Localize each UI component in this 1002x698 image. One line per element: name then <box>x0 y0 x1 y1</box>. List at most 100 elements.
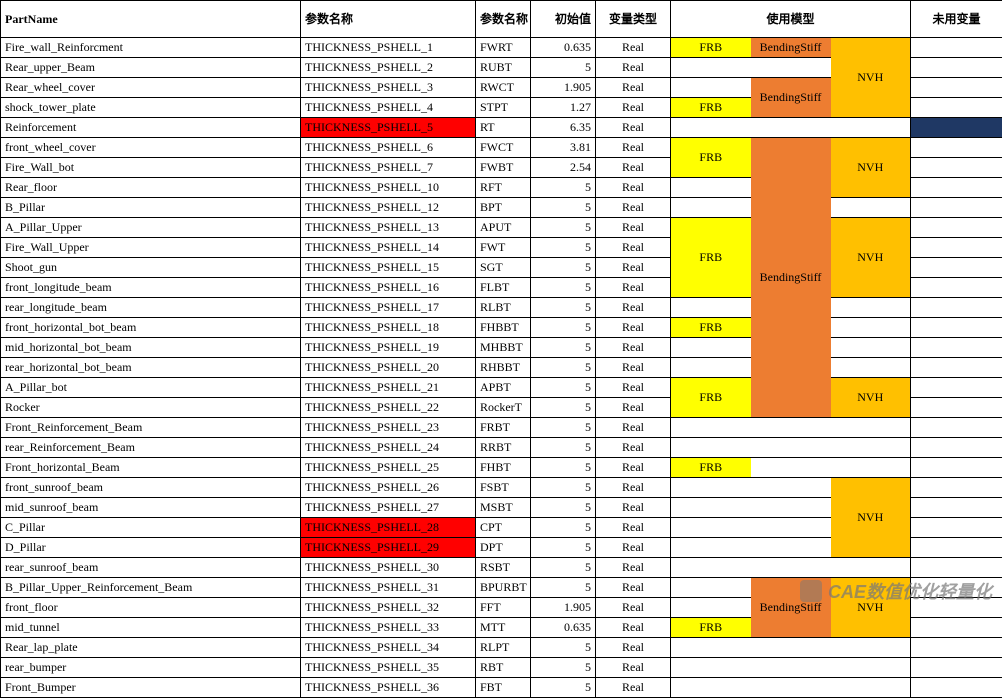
cell-param2: RFT <box>476 178 531 198</box>
cell-param2: APBT <box>476 378 531 398</box>
cell-type: Real <box>596 158 671 178</box>
cell-type: Real <box>596 518 671 538</box>
cell-model-frb <box>671 538 751 558</box>
cell-type: Real <box>596 218 671 238</box>
cell-model-bending <box>751 638 831 658</box>
cell-type: Real <box>596 318 671 338</box>
cell-param1: THICKNESS_PSHELL_1 <box>301 38 476 58</box>
cell-unused <box>911 618 1002 638</box>
table-row: front_horizontal_bot_beamTHICKNESS_PSHEL… <box>1 318 1002 338</box>
cell-partname: A_Pillar_Upper <box>1 218 301 238</box>
cell-type: Real <box>596 38 671 58</box>
cell-model-bending <box>751 658 831 678</box>
cell-model-nvh: NVH <box>831 38 911 118</box>
cell-partname: Rear_lap_plate <box>1 638 301 658</box>
cell-unused <box>911 338 1002 358</box>
cell-init: 5 <box>531 378 596 398</box>
table-row: rear_bumperTHICKNESS_PSHELL_35RBT5Real <box>1 658 1002 678</box>
cell-param2: RHBBT <box>476 358 531 378</box>
cell-param1: THICKNESS_PSHELL_17 <box>301 298 476 318</box>
cell-unused <box>911 438 1002 458</box>
table-row: front_wheel_coverTHICKNESS_PSHELL_6FWCT3… <box>1 138 1002 158</box>
cell-param2: MTT <box>476 618 531 638</box>
cell-model-nvh: NVH <box>831 138 911 198</box>
cell-model-bending <box>751 518 831 538</box>
cell-unused <box>911 558 1002 578</box>
cell-type: Real <box>596 618 671 638</box>
cell-init: 5 <box>531 558 596 578</box>
cell-init: 0.635 <box>531 618 596 638</box>
cell-partname: front_longitude_beam <box>1 278 301 298</box>
cell-model-frb: FRB <box>671 38 751 58</box>
cell-type: Real <box>596 678 671 698</box>
cell-init: 5 <box>531 418 596 438</box>
cell-model-nvh: NVH <box>831 218 911 298</box>
cell-partname: shock_tower_plate <box>1 98 301 118</box>
table-row: B_PillarTHICKNESS_PSHELL_12BPT5Real <box>1 198 1002 218</box>
cell-type: Real <box>596 98 671 118</box>
cell-model-frb: FRB <box>671 458 751 478</box>
cell-init: 1.27 <box>531 98 596 118</box>
table-row: rear_longitude_beamTHICKNESS_PSHELL_17RL… <box>1 298 1002 318</box>
cell-param2: RT <box>476 118 531 138</box>
cell-init: 5 <box>531 458 596 478</box>
cell-unused <box>911 298 1002 318</box>
header-type: 变量类型 <box>596 1 671 38</box>
cell-model-bending: BendingStiff <box>751 38 831 58</box>
cell-unused <box>911 198 1002 218</box>
cell-init: 5 <box>531 58 596 78</box>
header-param1: 参数名称 <box>301 1 476 38</box>
cell-param2: FBT <box>476 678 531 698</box>
cell-param1: THICKNESS_PSHELL_15 <box>301 258 476 278</box>
cell-model-frb <box>671 418 751 438</box>
cell-model-frb: FRB <box>671 318 751 338</box>
cell-model-frb <box>671 558 751 578</box>
cell-type: Real <box>596 238 671 258</box>
cell-model-nvh <box>831 658 911 678</box>
table-row: mid_horizontal_bot_beamTHICKNESS_PSHELL_… <box>1 338 1002 358</box>
cell-param1: THICKNESS_PSHELL_35 <box>301 658 476 678</box>
cell-partname: A_Pillar_bot <box>1 378 301 398</box>
cell-unused <box>911 38 1002 58</box>
cell-param2: RBT <box>476 658 531 678</box>
cell-partname: Reinforcement <box>1 118 301 138</box>
cell-init: 6.35 <box>531 118 596 138</box>
table-row: ReinforcementTHICKNESS_PSHELL_5RT6.35Rea… <box>1 118 1002 138</box>
cell-init: 0.635 <box>531 38 596 58</box>
cell-init: 5 <box>531 298 596 318</box>
cell-type: Real <box>596 558 671 578</box>
cell-model-nvh <box>831 318 911 338</box>
cell-param2: RRBT <box>476 438 531 458</box>
cell-unused <box>911 118 1002 138</box>
cell-type: Real <box>596 458 671 478</box>
cell-param2: CPT <box>476 518 531 538</box>
cell-unused <box>911 278 1002 298</box>
cell-partname: B_Pillar <box>1 198 301 218</box>
cell-param1: THICKNESS_PSHELL_34 <box>301 638 476 658</box>
cell-type: Real <box>596 138 671 158</box>
cell-param2: RLBT <box>476 298 531 318</box>
cell-unused <box>911 318 1002 338</box>
cell-partname: front_wheel_cover <box>1 138 301 158</box>
cell-param2: MSBT <box>476 498 531 518</box>
cell-param2: FRBT <box>476 418 531 438</box>
cell-unused <box>911 678 1002 698</box>
cell-unused <box>911 518 1002 538</box>
cell-param1: THICKNESS_PSHELL_3 <box>301 78 476 98</box>
cell-unused <box>911 258 1002 278</box>
cell-param2: DPT <box>476 538 531 558</box>
cell-param1: THICKNESS_PSHELL_24 <box>301 438 476 458</box>
cell-unused <box>911 398 1002 418</box>
cell-partname: front_horizontal_bot_beam <box>1 318 301 338</box>
header-init: 初始值 <box>531 1 596 38</box>
cell-type: Real <box>596 258 671 278</box>
cell-param2: FWCT <box>476 138 531 158</box>
cell-unused <box>911 658 1002 678</box>
cell-unused <box>911 638 1002 658</box>
cell-partname: rear_bumper <box>1 658 301 678</box>
cell-partname: C_Pillar <box>1 518 301 538</box>
cell-model-bending: BendingStiff <box>751 138 831 418</box>
cell-param1: THICKNESS_PSHELL_19 <box>301 338 476 358</box>
header-row: PartName 参数名称 参数名称 初始值 变量类型 使用模型 未用变量 <box>1 1 1002 38</box>
cell-model-nvh <box>831 298 911 318</box>
